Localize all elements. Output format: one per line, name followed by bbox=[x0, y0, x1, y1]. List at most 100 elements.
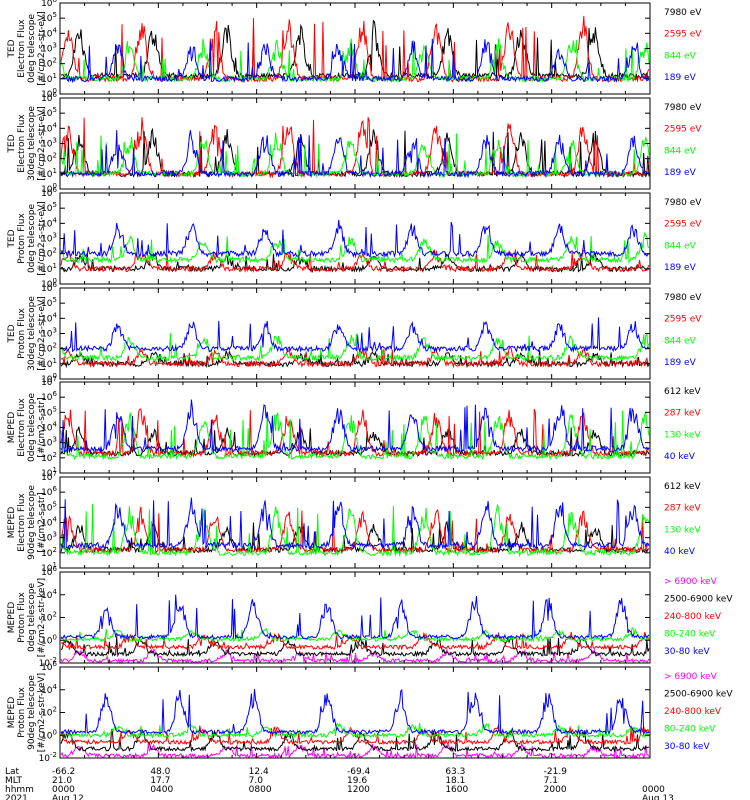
x-tick-hhmm: 0000 bbox=[52, 785, 75, 795]
ylabel-line: Proton Flux bbox=[17, 308, 27, 359]
y-tick-label: 105 bbox=[41, 296, 57, 309]
panel-8-ylabel: MEPED Proton Flux 90deg telescope [#/cm2-s-… bbox=[7, 673, 47, 752]
ylabel-line: [#/cm2-s-str] bbox=[37, 397, 47, 457]
ylabel-line: Electron Flux bbox=[17, 493, 27, 552]
ylabel-line: TED bbox=[7, 134, 17, 153]
panel-4-series-189-ev bbox=[60, 317, 650, 354]
x-tick-mlt: 21.0 bbox=[52, 776, 72, 786]
y-tick-label: 103 bbox=[41, 436, 57, 449]
panel-7-legend-0: > 6900 keV bbox=[664, 577, 718, 587]
panel-1-legend-2: 844 eV bbox=[664, 51, 697, 61]
x-row-label: Lat bbox=[5, 767, 20, 777]
ylabel-line: Proton Flux bbox=[17, 213, 27, 264]
x-tick-hhmm: 0800 bbox=[249, 785, 272, 795]
panel-7-legend-2: 240-800 keV bbox=[664, 612, 722, 622]
y-tick-label: 104 bbox=[41, 121, 57, 134]
ylabel-line: 0deg telescope bbox=[27, 204, 37, 274]
panel-8-series-80-240-kev bbox=[60, 722, 650, 739]
x-tick-lat: 63.3 bbox=[445, 767, 465, 777]
y-tick-label: 100 bbox=[41, 87, 57, 100]
panel-7-series-group bbox=[60, 594, 650, 665]
panel-3: 100 101 102 103 104 105 106 TED Proton Flux 0deg … bbox=[7, 186, 702, 290]
y-tick-label: 100 bbox=[41, 633, 57, 646]
y-tick-label: 100 bbox=[41, 728, 57, 741]
ylabel-line: TED bbox=[7, 229, 17, 248]
panel-3-ylabel: TED Proton Flux 0deg telescope [#/cm2-s-str… bbox=[7, 201, 47, 276]
panel-1-legend-3: 189 eV bbox=[664, 73, 697, 83]
x-tick-hhmm: 2000 bbox=[544, 785, 567, 795]
panel-8-series-30-80-kev bbox=[60, 689, 650, 736]
panel-5-legend-2: 130 keV bbox=[664, 430, 701, 440]
panel-7-legend-1: 2500-6900 keV bbox=[664, 595, 733, 605]
y-tick-label: 103 bbox=[41, 327, 57, 340]
ylabel-line: 90deg telescope bbox=[27, 485, 37, 560]
panel-2-series-2595-ev bbox=[60, 117, 650, 179]
y-tick-label: 104 bbox=[41, 421, 57, 434]
ylabel-line: 90deg telescope bbox=[27, 675, 37, 750]
panel-6-legend-1: 287 keV bbox=[664, 504, 701, 514]
panel-4-legend-2: 844 eV bbox=[664, 336, 697, 346]
panel-5-series-612-kev bbox=[60, 426, 650, 458]
panel-5-series-130-kev bbox=[60, 410, 650, 461]
panel-7-series-240-800-kev bbox=[60, 631, 650, 651]
y-tick-label: 103 bbox=[41, 137, 57, 150]
y-tick-label: 105 bbox=[41, 405, 57, 418]
y-tick-label: 102 bbox=[41, 706, 57, 719]
y-tick-label: 102 bbox=[41, 57, 57, 70]
panel-3-legend-0: 7980 eV bbox=[664, 198, 702, 208]
panel-1-legend-0: 7980 eV bbox=[664, 8, 702, 18]
y-tick-label: 102 bbox=[41, 247, 57, 260]
panel-6-legend-3: 40 keV bbox=[664, 547, 696, 557]
panel-2-series-7980-ev bbox=[60, 127, 650, 179]
panel-2-series-844-ev bbox=[60, 132, 650, 179]
ylabel-line: Electron Flux bbox=[17, 398, 27, 457]
ylabel-line: 0deg telescope bbox=[27, 393, 37, 463]
y-tick-label: 104 bbox=[41, 588, 57, 601]
y-tick-label: 106 bbox=[41, 390, 57, 403]
x-tick-hhmm: 0400 bbox=[150, 785, 173, 795]
panel-4-series-group bbox=[60, 317, 650, 369]
y-tick-label: 106 bbox=[41, 91, 57, 104]
panel-4-legend-1: 2595 eV bbox=[664, 315, 702, 325]
y-tick-label: 105 bbox=[41, 11, 57, 24]
panel-7-series--6900-kev bbox=[60, 648, 650, 665]
panel-1-legend-1: 2595 eV bbox=[664, 30, 702, 40]
y-tick-label: 103 bbox=[41, 42, 57, 55]
panel-5-legend-3: 40 keV bbox=[664, 452, 696, 462]
y-tick-label: 103 bbox=[41, 232, 57, 245]
panel-3-series-group bbox=[60, 219, 650, 274]
ylabel-line: MEPED bbox=[7, 602, 17, 634]
x-tick-lat: -69.4 bbox=[347, 767, 371, 777]
x-row-label: 2021 bbox=[5, 794, 28, 800]
y-tick-label: 100 bbox=[41, 372, 57, 385]
x-tick-lat: -66.2 bbox=[52, 767, 75, 777]
panel-7-series-30-80-kev bbox=[60, 594, 650, 641]
panel-8-series-group bbox=[60, 689, 650, 760]
panel-6-series-group bbox=[60, 497, 650, 558]
ylabel-line: 30deg telescope bbox=[27, 296, 37, 371]
ylabel-line: Proton Flux bbox=[17, 592, 27, 643]
panel-7-legend-3: 80-240 keV bbox=[664, 630, 716, 640]
ylabel-line: [#/cm2-s-str-eV] bbox=[37, 296, 47, 371]
x-tick-mlt: 17.7 bbox=[150, 776, 170, 786]
panel-6-series-130-kev bbox=[60, 503, 650, 558]
panel-3-series-844-ev bbox=[60, 231, 650, 265]
panel-5: 101 102 103 104 105 106 107 MEPED Electron Flux 0… bbox=[7, 375, 701, 479]
panel-4-series-2595-ev bbox=[60, 347, 650, 369]
ylabel-line: [#/cm2-s-str] bbox=[37, 492, 47, 552]
y-tick-label: 104 bbox=[41, 311, 57, 324]
y-tick-label: 105 bbox=[41, 201, 57, 214]
y-tick-label: 106 bbox=[41, 660, 57, 673]
ylabel-line: MEPED bbox=[7, 507, 17, 539]
y-tick-label: 10-2 bbox=[39, 751, 57, 764]
panel-5-ylabel: MEPED Electron Flux 0deg telescope [#/cm2-s… bbox=[7, 393, 47, 463]
panel-2-legend-0: 7980 eV bbox=[664, 103, 702, 113]
x-tick-lat: -21.9 bbox=[544, 767, 568, 777]
ylabel-line: [#/cm2-s-str-eV] bbox=[37, 106, 47, 181]
panel-3-series-2595-ev bbox=[60, 248, 650, 274]
panel-2-legend-1: 2595 eV bbox=[664, 125, 702, 135]
panel-8-legend-0: > 6900 keV bbox=[664, 672, 718, 682]
y-tick-label: 107 bbox=[41, 375, 57, 388]
